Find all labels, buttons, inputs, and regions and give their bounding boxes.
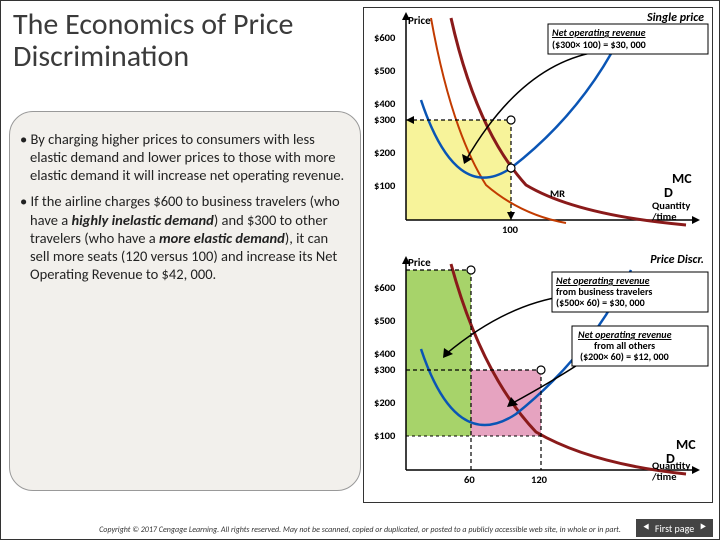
- first-page-button[interactable]: ⯇ First page ⯈: [636, 519, 713, 537]
- chart1-qty-label: Quantity /time: [652, 200, 708, 222]
- chart2-ylabel: Price: [408, 256, 431, 269]
- chart2-xtick-60: 60: [464, 474, 475, 485]
- bullet-2: If the airline charges $600 to business …: [20, 192, 350, 283]
- chart-single-price: Price Single price $600 $500 $400 $300 $…: [366, 10, 712, 250]
- arrow-left-icon: ⯇: [642, 521, 651, 535]
- chart1-ylabel: Price: [408, 14, 431, 27]
- chart1-ytick-400: $400: [374, 98, 395, 109]
- bullet-2-em2: more elastic demand: [159, 229, 285, 247]
- chart2-ytick-100: $100: [374, 430, 395, 441]
- copyright-footer: Copyright © 2017 Cengage Learning. All r…: [1, 525, 719, 535]
- chart-price-discr: Price Price Discr. $600 $500 $400 $300 $…: [366, 254, 712, 502]
- chart2-c1-l3: ($500× 60) = $30, 000: [556, 298, 645, 309]
- title-area: The Economics of Price Discrimination: [13, 9, 353, 72]
- chart1-xtick-100: 100: [502, 224, 518, 235]
- chart1-ytick-100: $100: [374, 180, 395, 191]
- chart2-c2-l3: ($200× 60) = $12, 000: [580, 352, 669, 363]
- bullet-2-em1: highly inelastic demand: [71, 211, 213, 229]
- arrow-right-icon: ⯈: [698, 521, 707, 535]
- chart1-callout-l2: ($300× 100) = $30, 000: [552, 40, 646, 51]
- first-page-label: First page: [655, 522, 694, 535]
- chart2-ytick-600: $600: [374, 282, 395, 293]
- chart2-header: Price Discr.: [650, 254, 704, 267]
- chart1-ytick-500: $500: [374, 65, 395, 76]
- chart1-ytick-600: $600: [374, 32, 395, 43]
- chart1-mr-label: MR: [550, 188, 565, 199]
- chart1-ytick-300: $300: [374, 114, 395, 125]
- chart1-ytick-200: $200: [374, 147, 395, 158]
- chart2-mc-label: MC: [676, 436, 696, 453]
- chart2-qty-label: Quantity /time: [652, 460, 708, 482]
- slide-title: The Economics of Price Discrimination: [13, 9, 353, 72]
- chart-panel: Price Single price $600 $500 $400 $300 $…: [363, 7, 713, 503]
- chart1-mc-label: MC: [672, 170, 692, 187]
- chart2-xtick-120: 120: [531, 474, 547, 485]
- chart2-ytick-400: $400: [374, 348, 395, 359]
- chart1-callout-l1: Net operating revenue: [552, 28, 645, 39]
- chart2-ytick-500: $500: [374, 315, 395, 326]
- chart2-ytick-300: $300: [374, 364, 395, 375]
- bullet-1: By charging higher prices to consumers w…: [20, 130, 350, 184]
- body-text-box: By charging higher prices to consumers w…: [9, 111, 361, 491]
- chart1-header: Single price: [647, 12, 704, 25]
- chart2-ytick-200: $200: [374, 397, 395, 408]
- slide: The Economics of Price Discrimination By…: [0, 0, 720, 540]
